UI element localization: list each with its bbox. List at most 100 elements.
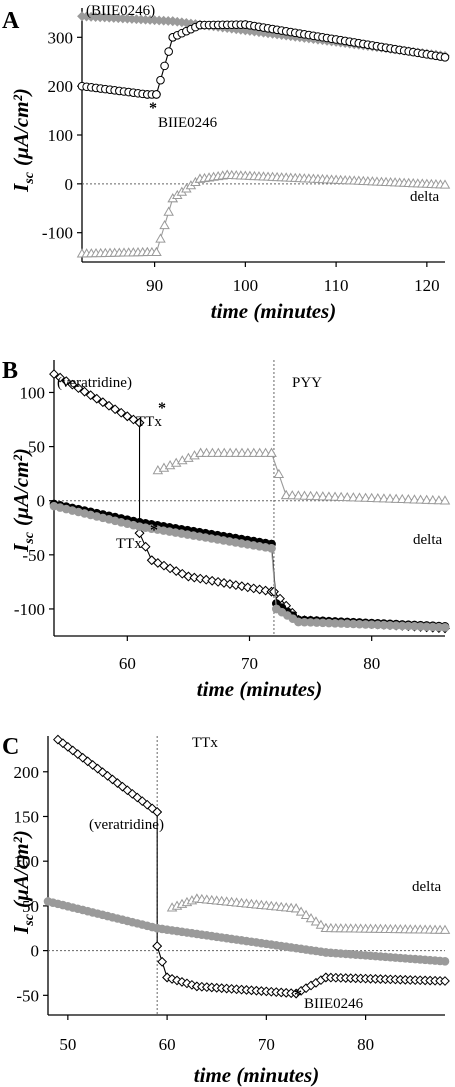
y-axis-title-units: (µA/cm²)	[9, 830, 33, 908]
data-point	[112, 778, 123, 788]
data-point	[201, 574, 212, 585]
annotation-drug: BIIE0246	[158, 115, 218, 131]
data-point	[354, 492, 365, 502]
data-point	[152, 941, 163, 952]
data-point	[366, 492, 377, 503]
data-point	[151, 246, 162, 257]
data-point	[329, 491, 341, 501]
data-point	[335, 491, 347, 501]
y-tick-label: -100	[14, 600, 45, 619]
data-point	[167, 974, 177, 984]
data-point	[122, 411, 133, 422]
data-point	[159, 560, 169, 571]
data-point	[157, 956, 168, 967]
data-point	[310, 916, 322, 926]
data-point	[127, 788, 138, 799]
y-axis-title-sub: sc	[22, 171, 37, 184]
data-point	[134, 528, 145, 539]
y-axis-title-sub: sc	[22, 913, 37, 926]
data-point	[439, 179, 451, 189]
annotation-drug1b: TTx	[116, 536, 142, 552]
data-point	[409, 494, 420, 504]
x-tick-label: 120	[414, 276, 440, 295]
data-point	[269, 586, 279, 597]
panel-letter: C	[2, 734, 19, 760]
annotation-drug1: TTx	[136, 414, 162, 430]
data-point	[440, 976, 450, 986]
y-tick-label: -50	[22, 546, 45, 565]
y-tick-label: -50	[16, 986, 39, 1005]
x-tick-label: 90	[146, 276, 163, 295]
data-point	[219, 578, 229, 588]
series-3	[76, 169, 451, 258]
data-point	[163, 206, 174, 216]
data-point	[440, 957, 450, 966]
x-tick-label: 100	[233, 276, 259, 295]
y-tick-label: 0	[37, 492, 46, 511]
data-point	[134, 417, 145, 428]
panel-letter: B	[2, 358, 18, 384]
y-axis-title: Isc (µA/cm²)	[9, 88, 37, 193]
data-point	[85, 390, 96, 401]
x-tick-label: 70	[258, 1035, 275, 1054]
x-tick-label: 80	[357, 1035, 374, 1054]
data-point	[160, 61, 169, 71]
data-point	[266, 447, 277, 457]
y-tick-label: 300	[48, 28, 74, 47]
data-point	[73, 383, 84, 394]
data-point	[384, 493, 396, 503]
y-axis-title: Isc (µA/cm²)	[9, 830, 37, 935]
data-point	[183, 571, 194, 582]
data-point	[128, 414, 139, 425]
y-axis-title-main: I	[9, 543, 33, 553]
data-point	[427, 494, 439, 505]
data-point	[91, 393, 102, 404]
annotation-star: *	[294, 987, 302, 1004]
data-point	[164, 47, 173, 56]
annotation-drug1: TTx	[192, 735, 218, 751]
data-point	[323, 491, 335, 501]
data-point	[236, 581, 247, 592]
data-point	[317, 491, 329, 501]
annotation-delta: delta	[413, 532, 442, 548]
data-point	[49, 369, 59, 379]
y-tick-label: 100	[48, 126, 74, 145]
data-point	[293, 490, 304, 500]
data-point	[254, 584, 265, 595]
annotation-drug2: BIIE0246	[304, 996, 364, 1012]
y-tick-label: 100	[14, 852, 40, 871]
data-point	[104, 400, 114, 411]
data-point	[177, 568, 188, 579]
annotation-star: *	[149, 100, 157, 117]
x-tick-label: 110	[324, 276, 349, 295]
data-point	[311, 490, 322, 501]
data-point	[97, 397, 108, 408]
data-point	[122, 785, 133, 796]
data-point	[53, 734, 63, 745]
annotation-delta: delta	[412, 879, 441, 895]
data-point	[82, 756, 93, 767]
x-axis-title: time (minutes)	[194, 1063, 319, 1087]
x-tick-label: 80	[363, 654, 380, 673]
data-point	[147, 803, 158, 814]
data-point	[315, 919, 327, 929]
data-point	[273, 468, 285, 478]
data-point	[439, 924, 451, 934]
data-point	[159, 219, 170, 230]
y-axis-title-units: (µA/cm²)	[9, 448, 33, 526]
data-point	[140, 541, 151, 552]
data-point	[295, 906, 307, 916]
panel-B: B -100 -50 0 50 100 60 70 80 time (minutes) Isc (µA…	[2, 358, 451, 701]
annotation-star: *	[158, 400, 166, 417]
data-point	[378, 493, 390, 503]
data-point	[396, 493, 408, 504]
y-tick-label: 150	[14, 807, 40, 826]
x-axis-title: time (minutes)	[211, 299, 336, 323]
y-tick-label: 50	[28, 438, 45, 457]
data-point	[421, 494, 432, 504]
data-point	[440, 623, 450, 632]
y-axis-title-units: (µA/cm²)	[9, 88, 33, 166]
data-point	[152, 90, 161, 99]
series-4	[152, 447, 451, 505]
